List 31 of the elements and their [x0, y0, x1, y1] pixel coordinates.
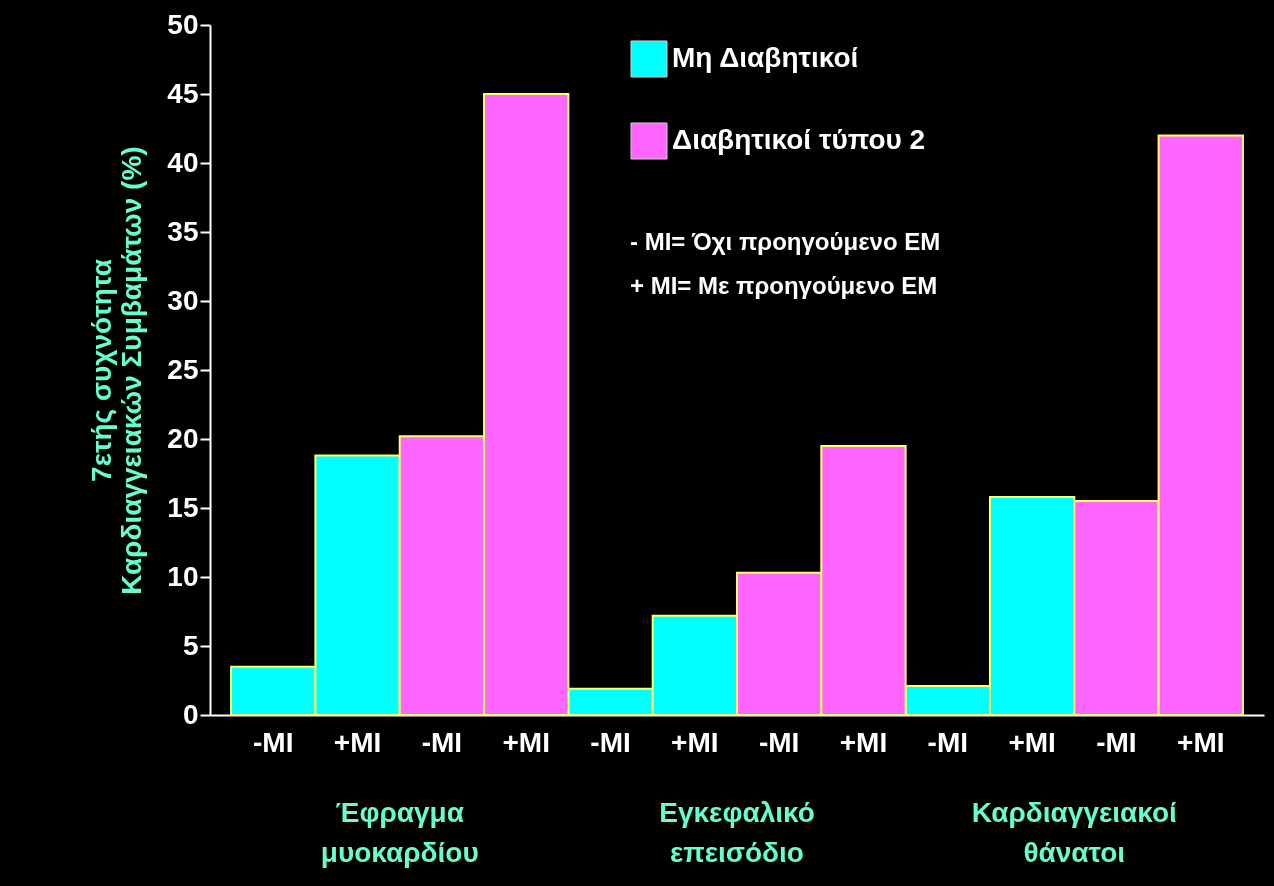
- y-axis-title: 7ετής συχνότητα Καρδιαγγειακών Συμβαμάτων (%): [86, 146, 148, 595]
- legend-label: Μη Διαβητικοί: [672, 42, 859, 73]
- annotation: + MI= Με προηγούμενο ΕΜ: [630, 272, 938, 299]
- y-tick-label: 5: [182, 629, 199, 661]
- x-tick-label: -MI: [758, 726, 800, 758]
- x-tick-label: -MI: [590, 726, 631, 758]
- x-tick-label: +MI: [502, 726, 550, 758]
- y-tick-label: 10: [167, 560, 199, 592]
- x-tick-label: +MI: [333, 726, 382, 758]
- x-tick-label: -MI: [253, 726, 294, 758]
- y-tick-label: 35: [167, 215, 199, 247]
- x-tick-label: +MI: [1177, 726, 1225, 758]
- text: Εγκεφαλικό επεισόδιο: [659, 797, 815, 868]
- x-tick-label: -MI: [927, 726, 969, 758]
- y-tick-label: 50: [167, 8, 199, 40]
- y-tick-label: 15: [167, 491, 199, 523]
- y-tick-label: 25: [167, 353, 199, 385]
- x-tick-label: -MI: [421, 726, 463, 758]
- text: Καρδιαγγειακοί θάνατοι: [971, 797, 1177, 868]
- y-tick-label: 30: [167, 284, 199, 316]
- y-tick-label: 0: [182, 698, 199, 730]
- x-tick-label: +MI: [671, 726, 719, 758]
- legend-label: Διαβητικοί τύπου 2: [672, 124, 926, 155]
- x-tick-label: -MI: [1096, 726, 1137, 758]
- y-tick-label: 45: [167, 77, 199, 109]
- x-tick-label: +MI: [839, 726, 888, 758]
- annotation: - MI= Όχι προηγούμενο ΕΜ: [630, 228, 941, 255]
- x-tick-label: +MI: [1008, 726, 1056, 758]
- y-tick-label: 40: [167, 146, 199, 178]
- y-tick-label: 20: [167, 422, 199, 454]
- text: Έφραγμα μυοκαρδίου: [320, 797, 479, 868]
